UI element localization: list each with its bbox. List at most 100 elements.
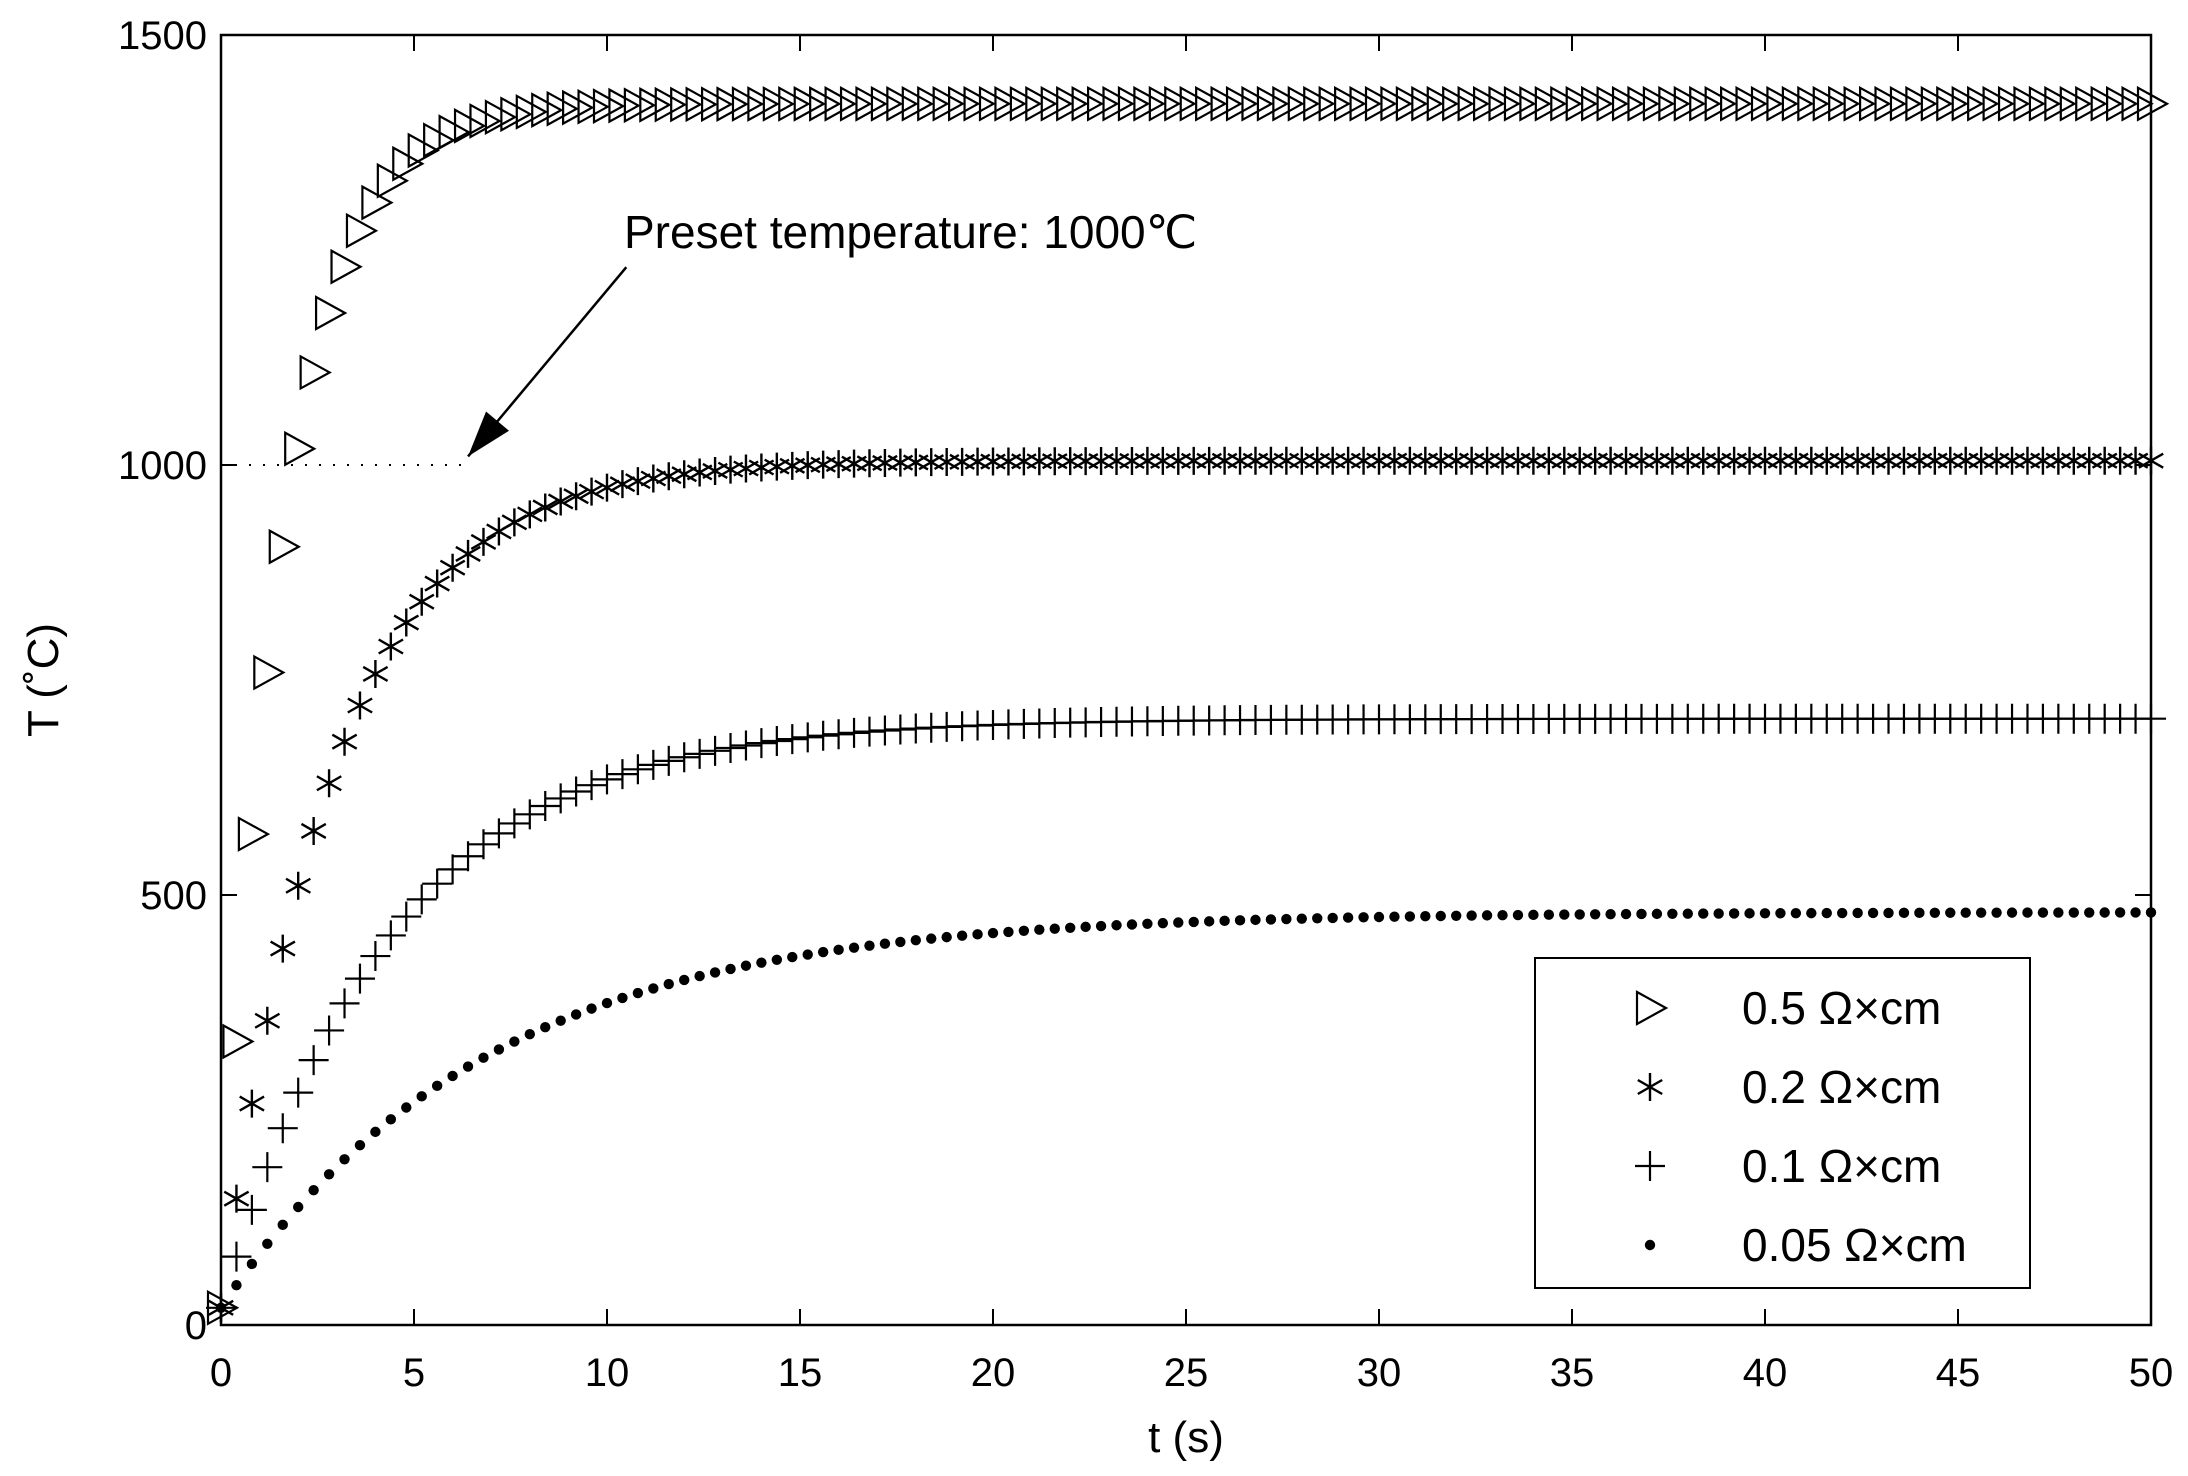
data-point — [2014, 446, 2041, 475]
data-point — [854, 716, 885, 747]
data-point — [1968, 446, 1994, 475]
data-point — [1929, 907, 1941, 918]
annotation-text: Preset temperature: 1000℃ — [624, 206, 1197, 258]
data-point — [1682, 908, 1694, 919]
data-point — [298, 1045, 329, 1076]
data-point — [1111, 920, 1122, 931]
data-point — [1412, 446, 1439, 475]
x-tick-label: 0 — [210, 1351, 232, 1395]
data-point — [439, 553, 466, 582]
data-point — [1536, 446, 1562, 475]
data-point — [2122, 446, 2149, 475]
data-point — [679, 974, 690, 986]
data-point — [509, 1036, 520, 1047]
data-point — [483, 818, 514, 849]
data-point — [1821, 907, 1832, 919]
data-point — [1767, 446, 1794, 475]
data-point — [2061, 446, 2087, 475]
data-point — [253, 654, 286, 691]
x-tick-label: 15 — [778, 1351, 823, 1395]
data-point — [972, 929, 983, 940]
legend-marker — [1635, 1151, 1665, 1181]
data-point — [1373, 911, 1385, 923]
data-point — [1559, 909, 1570, 920]
data-point — [655, 462, 682, 491]
data-point — [1582, 446, 1608, 475]
data-point — [956, 930, 968, 941]
data-point — [222, 1023, 255, 1060]
data-point — [447, 1070, 458, 1082]
series-4 — [215, 907, 2157, 1314]
data-point — [517, 500, 543, 529]
data-point — [2114, 907, 2126, 918]
data-point — [787, 951, 798, 963]
data-point — [771, 954, 783, 965]
data-point — [1922, 446, 1948, 475]
data-point — [1065, 922, 1076, 933]
data-point — [1026, 447, 1053, 476]
data-point — [1142, 918, 1153, 929]
data-point — [941, 931, 952, 943]
data-point — [1250, 914, 1261, 926]
data-point — [1304, 446, 1331, 475]
data-point — [777, 724, 808, 755]
data-point — [2045, 446, 2072, 475]
data-point — [284, 430, 317, 467]
data-point — [462, 1061, 474, 1072]
data-point — [841, 449, 867, 478]
data-point — [1860, 446, 1886, 475]
x-tick-label: 20 — [971, 1351, 1016, 1395]
data-point — [1188, 916, 1199, 928]
data-point — [1844, 446, 1871, 475]
data-point — [1173, 917, 1184, 928]
data-point — [1829, 446, 1855, 475]
annotation-arrow-head — [468, 411, 510, 457]
legend-marker — [1635, 990, 1669, 1026]
data-point — [1497, 909, 1508, 921]
data-point — [262, 1238, 273, 1250]
data-point — [872, 448, 898, 477]
data-point — [1088, 447, 1114, 476]
data-point — [1520, 446, 1547, 475]
legend-label: 0.05 Ω×cm — [1742, 1219, 1967, 1271]
annotation: Preset temperature: 1000℃ — [467, 206, 1197, 458]
legend-marker — [1644, 1239, 1656, 1251]
data-point — [1898, 907, 1910, 919]
data-point — [455, 539, 481, 568]
data-point — [1242, 446, 1269, 475]
data-point — [1258, 446, 1284, 475]
data-point — [1605, 908, 1616, 920]
data-point — [1481, 910, 1493, 921]
data-point — [609, 470, 636, 499]
x-tick-label: 35 — [1550, 1351, 1595, 1395]
data-point — [1867, 907, 1879, 919]
data-point — [1196, 446, 1222, 475]
data-point — [314, 1015, 345, 1046]
data-point — [362, 659, 389, 688]
data-point — [1651, 908, 1663, 920]
data-point — [792, 722, 823, 753]
legend-item: 0.5 Ω×cm — [1635, 982, 1941, 1034]
data-point — [833, 944, 844, 956]
data-point — [1551, 446, 1578, 475]
data-point — [393, 608, 420, 637]
data-point — [1512, 909, 1524, 921]
data-point — [1975, 907, 1987, 918]
data-point — [1180, 446, 1207, 475]
data-point — [1404, 911, 1416, 922]
data-point — [1628, 446, 1655, 475]
data-point — [1728, 908, 1740, 919]
legend-box — [1534, 957, 2031, 1289]
data-point — [839, 717, 870, 748]
series-1 — [206, 85, 2170, 1326]
data-point — [1011, 447, 1037, 476]
data-point — [1613, 446, 1639, 475]
data-point — [1813, 446, 1840, 475]
data-point — [748, 453, 775, 482]
x-tick-label: 30 — [1357, 1351, 1402, 1395]
data-point — [347, 691, 373, 720]
data-point — [2099, 907, 2110, 918]
series-3 — [206, 703, 2166, 1323]
data-point — [2053, 907, 2064, 918]
